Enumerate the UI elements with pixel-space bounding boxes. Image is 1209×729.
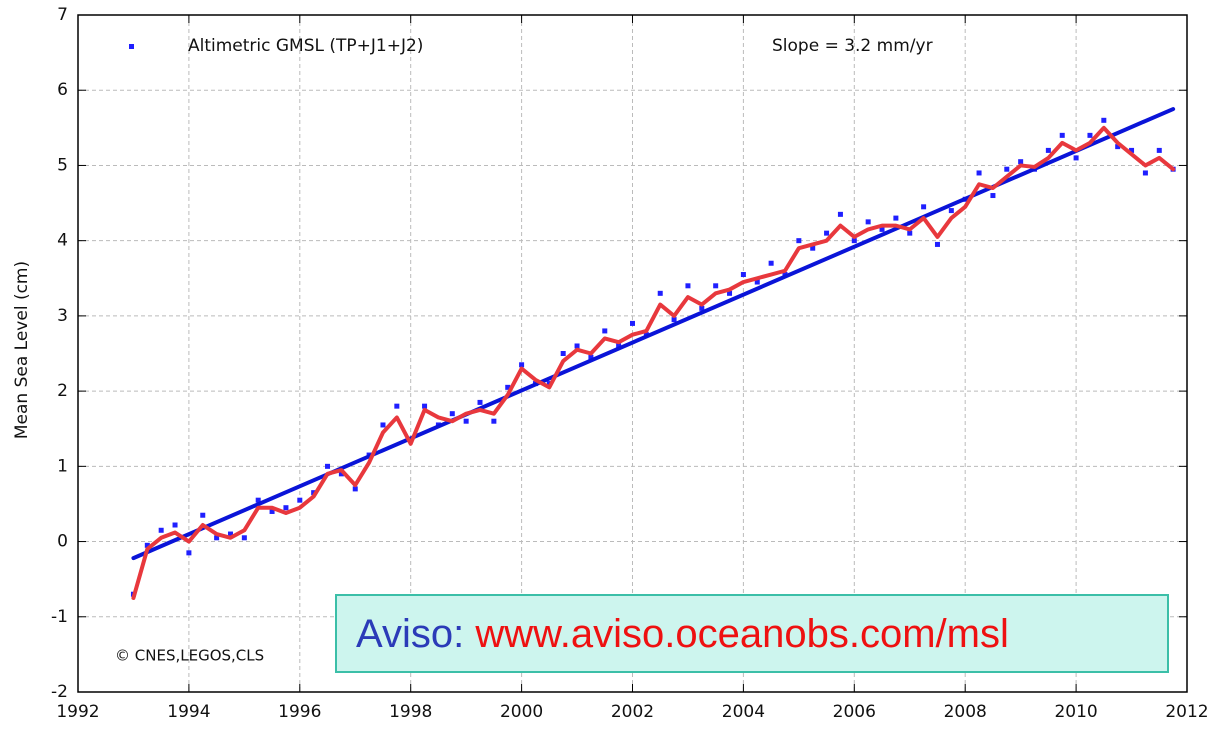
- x-tick-label: 2004: [722, 702, 765, 722]
- legend-marker: [129, 44, 134, 49]
- data-point: [851, 238, 857, 244]
- y-tick-label: 7: [57, 5, 68, 25]
- data-point: [269, 508, 275, 514]
- data-point: [727, 290, 733, 296]
- data-point: [519, 362, 525, 368]
- data-point: [574, 343, 580, 349]
- x-tick-label: 1994: [167, 702, 210, 722]
- data-point: [172, 522, 178, 528]
- data-point: [186, 550, 192, 556]
- data-point: [241, 535, 247, 541]
- aviso-label: Aviso:: [356, 612, 464, 656]
- data-point: [1115, 144, 1121, 150]
- data-point: [380, 422, 386, 428]
- data-point: [768, 260, 774, 266]
- x-tick-label: 1992: [56, 702, 99, 722]
- data-point: [685, 283, 691, 289]
- data-point: [657, 290, 663, 296]
- data-point: [1087, 132, 1093, 138]
- data-point: [754, 279, 760, 285]
- data-point: [713, 283, 719, 289]
- aviso-text: Aviso: www.aviso.oceanobs.com/msl: [356, 612, 1009, 656]
- x-tick-label: 2000: [500, 702, 543, 722]
- data-point: [1129, 147, 1135, 153]
- data-point: [1142, 170, 1148, 176]
- data-point: [893, 215, 899, 221]
- data-point: [463, 418, 469, 424]
- copyright: © CNES,LEGOS,CLS: [115, 647, 264, 665]
- data-point: [422, 403, 428, 409]
- data-point: [144, 542, 150, 548]
- data-point: [907, 230, 913, 236]
- y-tick-label: 0: [57, 532, 68, 552]
- x-tick-label: 2012: [1165, 702, 1208, 722]
- data-point: [948, 208, 954, 214]
- data-point: [837, 211, 843, 217]
- data-point: [158, 527, 164, 533]
- data-point: [602, 328, 608, 334]
- slope-annotation: Slope = 3.2 mm/yr: [772, 36, 933, 56]
- data-point: [1004, 166, 1010, 172]
- aviso-box: [335, 594, 1169, 673]
- y-tick-label: -2: [51, 682, 68, 702]
- data-point: [255, 497, 261, 503]
- y-tick-label: 2: [57, 381, 68, 401]
- data-point: [1045, 147, 1051, 153]
- data-point: [227, 531, 233, 537]
- data-point: [588, 354, 594, 360]
- x-tick-label: 1998: [389, 702, 432, 722]
- y-tick-label: 3: [57, 306, 68, 326]
- data-point: [283, 505, 289, 511]
- data-point: [491, 418, 497, 424]
- x-tick-label: 2002: [611, 702, 654, 722]
- data-point: [810, 245, 816, 251]
- x-tick-label: 1996: [278, 702, 321, 722]
- y-tick-label: 5: [57, 155, 68, 175]
- y-tick-label: -1: [51, 607, 68, 627]
- data-point: [560, 351, 566, 356]
- data-point: [616, 343, 622, 349]
- data-point: [796, 238, 802, 244]
- data-point: [325, 463, 331, 469]
- y-tick-label: 4: [57, 231, 68, 251]
- data-point: [1156, 147, 1162, 153]
- x-tick-label: 2006: [833, 702, 876, 722]
- y-tick-label: 1: [57, 456, 68, 476]
- line: [131, 125, 1176, 600]
- data-point: [1059, 132, 1065, 138]
- data-point: [505, 384, 511, 390]
- data-point: [699, 305, 705, 311]
- data-point: [449, 411, 455, 417]
- y-axis-label: Mean Sea Level (cm): [12, 261, 32, 439]
- data-point: [879, 226, 885, 232]
- data-point: [740, 272, 746, 278]
- data-point: [1073, 155, 1079, 161]
- data-point: [477, 399, 483, 405]
- data-point: [297, 497, 303, 503]
- data-point: [671, 317, 677, 323]
- data-point: [352, 486, 358, 492]
- data-point: [394, 403, 400, 409]
- data-point: [1018, 159, 1024, 165]
- data-point: [824, 230, 830, 236]
- plot-frame: [77, 14, 1188, 693]
- x-tick-label: 2008: [944, 702, 987, 722]
- data-point: [200, 512, 206, 518]
- x-tick-label: 2010: [1054, 702, 1097, 722]
- aviso-url: www.aviso.oceanobs.com/msl: [474, 612, 1009, 656]
- line: [131, 107, 1176, 561]
- data-point: [630, 320, 635, 326]
- legend-label: Altimetric GMSL (TP+J1+J2): [188, 36, 423, 56]
- data-point: [921, 204, 927, 210]
- data-point: [214, 535, 220, 541]
- data-point: [1101, 117, 1107, 123]
- data-point: [338, 471, 344, 477]
- data-point: [934, 241, 940, 247]
- data-point: [865, 219, 871, 225]
- y-tick-label: 6: [57, 80, 68, 100]
- data-point: [990, 193, 996, 199]
- data-point: [976, 170, 982, 176]
